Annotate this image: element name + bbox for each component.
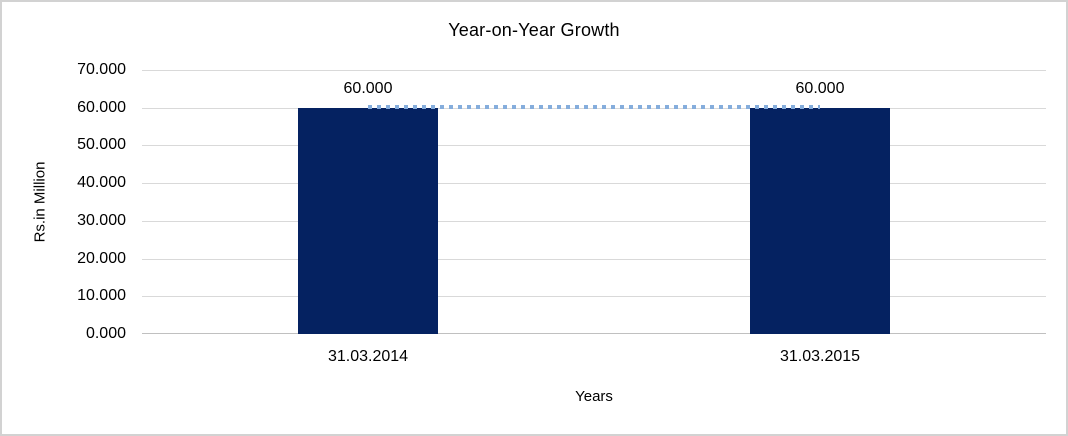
y-tick-label: 30.000 [77,211,126,229]
y-tick-label: 10.000 [77,287,126,305]
bar-31.03.2014 [298,107,438,334]
gridline [142,183,1046,185]
y-tick-label: 40.000 [77,174,126,192]
gridline [142,145,1046,147]
y-tick-label: 20.000 [77,249,126,267]
x-axis-line [142,333,1046,334]
y-tick-label: 60.000 [77,98,126,116]
gridline [142,296,1046,298]
gridline [142,70,1046,71]
x-tick-label: 31.03.2014 [327,348,409,365]
chart-title: Year-on-Year Growth [448,20,620,40]
x-axis-title: Years [575,388,613,405]
bar-value-label: 60.000 [795,79,845,97]
plot-area [142,70,1046,334]
y-tick-label: 0.000 [85,325,126,342]
y-tick-label: 50.000 [77,136,126,154]
bar-31.03.2015 [750,107,890,334]
gridline [142,220,1046,222]
x-tick-label: 31.03.2015 [779,348,861,365]
bar-value-label: 60.000 [343,79,393,97]
gridline [142,258,1046,260]
y-tick-label: 70.000 [77,61,126,78]
dotted-trendline [368,104,820,109]
